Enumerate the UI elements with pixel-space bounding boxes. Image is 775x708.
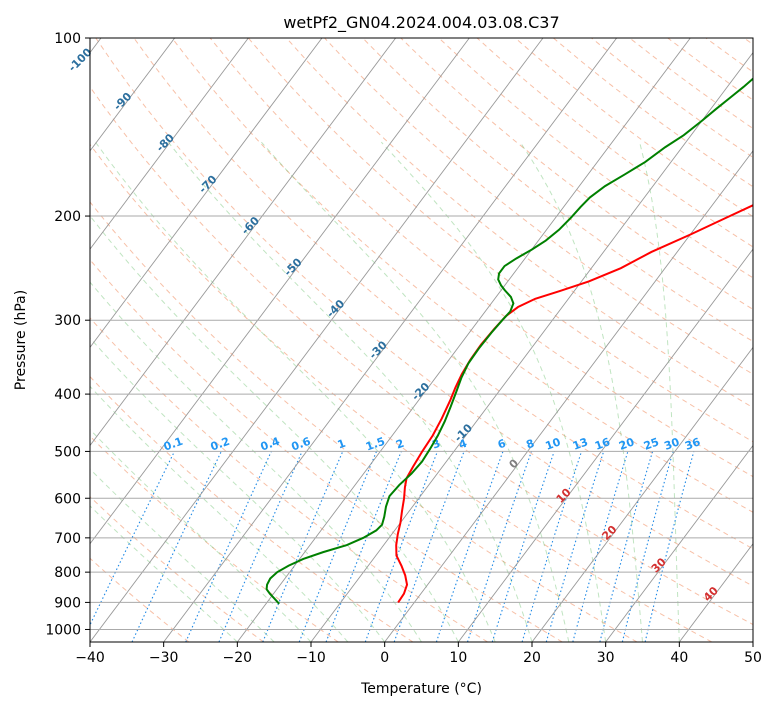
mixing-ratio-label: 20 <box>617 435 636 453</box>
y-tick-label: 400 <box>54 387 81 403</box>
mixing-ratio-label: 2 <box>394 437 406 452</box>
mixing-ratio-line <box>364 451 438 642</box>
x-tick-label: −10 <box>296 650 326 666</box>
chart-title: wetPf2_GN04.2024.004.03.08.C37 <box>283 13 559 33</box>
plot-frame <box>89 37 754 643</box>
isotherm <box>236 38 691 642</box>
x-tick-label: 10 <box>449 650 467 666</box>
mixing-ratio-label: 25 <box>642 435 661 452</box>
isotherm <box>90 38 544 642</box>
isotherm <box>90 38 397 447</box>
mixing-ratio-line <box>325 451 402 642</box>
mixing-ratio-label: 8 <box>524 437 536 452</box>
mixing-ratio-label: 1 <box>336 437 348 452</box>
y-tick-label: 700 <box>54 531 81 547</box>
dry-adiabat <box>90 143 712 642</box>
y-tick-label: 1000 <box>45 622 81 638</box>
mixing-ratio-line <box>599 451 654 642</box>
isotherm <box>90 38 249 250</box>
isotherm <box>605 444 753 642</box>
y-axis: 100 200 300 400 500 600 700 800 900 1000 <box>45 31 90 638</box>
x-tick-label: 20 <box>523 650 541 666</box>
y-tick-label: 600 <box>54 491 81 507</box>
dry-adiabat <box>90 86 753 626</box>
dry-adiabat <box>90 201 638 642</box>
mixing-ratio-label: 0.6 <box>290 435 313 454</box>
mixing-ratio-label: 3 <box>430 437 442 452</box>
background-lines <box>90 38 753 642</box>
x-axis-label: Temperature (°C) <box>360 681 482 697</box>
mixing-ratio-line <box>262 451 344 642</box>
y-tick-label: 300 <box>54 313 81 329</box>
mixing-ratio-line <box>218 451 303 642</box>
x-tick-label: −20 <box>223 650 253 666</box>
mixing-ratio-label: 13 <box>571 435 590 452</box>
mixing-ratio-line <box>545 451 605 642</box>
isotherm <box>90 38 323 349</box>
mixing-ratio-line <box>466 451 532 642</box>
isotherm <box>457 248 753 642</box>
mixing-ratio-label: 1.5 <box>364 435 387 454</box>
x-tick-label: 30 <box>597 650 615 666</box>
dry-adiabat <box>362 38 753 343</box>
y-tick-label: 200 <box>54 209 81 225</box>
dry-adiabat <box>171 38 753 513</box>
x-tick-label: 50 <box>744 650 762 666</box>
isotherm <box>163 38 618 642</box>
isotherm <box>90 38 470 545</box>
mixing-ratio-label: 0.1 <box>162 435 185 454</box>
dry-adiabat <box>95 38 753 587</box>
isotherm <box>531 346 753 642</box>
dewpoint-trace <box>265 77 753 605</box>
y-tick-label: 100 <box>54 31 81 47</box>
mixing-ratio-label: 0.4 <box>259 435 282 454</box>
dry-adiabat <box>209 38 753 478</box>
mixing-ratio-label: 4 <box>457 437 469 452</box>
x-tick-label: −40 <box>75 650 105 666</box>
y-tick-label: 500 <box>54 444 81 460</box>
mixing-ratio-line <box>572 451 629 642</box>
mixing-ratio-label: 16 <box>593 435 612 453</box>
mixing-ratio-label: 30 <box>662 435 681 453</box>
x-tick-label: −30 <box>149 650 179 666</box>
mixing-ratio-line <box>435 451 504 642</box>
dry-adiabat <box>286 38 753 409</box>
y-tick-label: 800 <box>54 565 81 581</box>
mixing-ratio-label: 36 <box>683 435 702 453</box>
y-tick-label: 900 <box>54 595 81 611</box>
dry-adiabat <box>133 38 753 550</box>
mixing-ratio-line <box>621 451 674 642</box>
dry-adiabat <box>90 557 190 642</box>
mixing-ratio-label: 10 <box>544 435 563 453</box>
isotherm <box>310 51 753 642</box>
mixing-ratio-label: 6 <box>496 437 508 452</box>
x-tick-label: 40 <box>670 650 688 666</box>
y-axis-label: Pressure (hPa) <box>13 290 29 390</box>
mixing-ratio-line <box>491 451 555 642</box>
x-axis: −40 −30 −20 −10 0 10 20 30 40 50 <box>75 642 762 666</box>
sounding-traces <box>265 77 753 605</box>
isotherm <box>90 38 176 152</box>
mixing-ratio-line <box>185 451 272 642</box>
x-tick-label: 0 <box>380 650 389 666</box>
mixing-ratio-label: 0.2 <box>209 435 232 454</box>
mixing-ratio-line <box>298 451 377 642</box>
dry-adiabat <box>90 375 414 642</box>
mixing-ratio-line <box>521 451 583 642</box>
isotherm <box>384 150 753 642</box>
